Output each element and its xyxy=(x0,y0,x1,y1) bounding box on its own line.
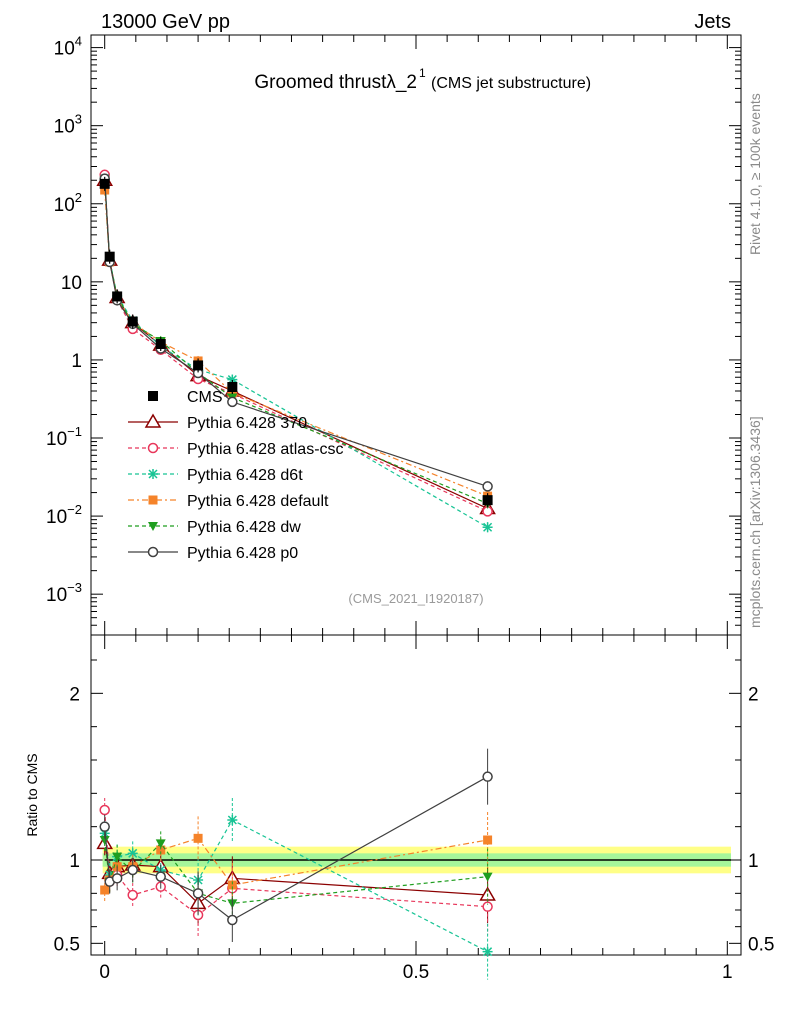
y-tick-label-main: 103 xyxy=(54,112,82,138)
cms-point xyxy=(193,360,204,371)
x-tick-label: 0 xyxy=(99,962,110,983)
series-3-point-ratio xyxy=(193,833,203,843)
legend-marker-5 xyxy=(147,546,159,558)
energy-label: 13000 GeV pp xyxy=(101,11,230,33)
cms-point xyxy=(482,495,493,506)
cms-point xyxy=(227,382,238,393)
rivet-label: Rivet 4.1.0, ≥ 100k events xyxy=(747,93,763,255)
ratio-series xyxy=(96,748,496,980)
x-tick-label: 1 xyxy=(722,962,733,983)
series-4-point-ratio xyxy=(155,839,166,849)
asterisk-stroke xyxy=(483,947,493,957)
y-tick-label-main: 10−1 xyxy=(46,424,82,450)
series-5-line-main xyxy=(104,178,488,487)
mcplots-label: mcplots.cern.ch [arXiv:1306.3436] xyxy=(747,416,763,628)
series-5-point-ratio xyxy=(127,864,138,876)
y-tick-label-ratio-left: 0.5 xyxy=(54,934,80,955)
ratio-axes: 0 0.5 1 0.5 0.5 1 1 2 2 xyxy=(54,635,774,983)
series-4-point-ratio xyxy=(482,872,493,882)
y-tick-label-exponent: −2 xyxy=(67,502,82,517)
series-2-line-ratio xyxy=(104,819,488,953)
series-5-point-ratio xyxy=(99,821,110,832)
legend-label-2: Pythia 6.428 d6t xyxy=(187,467,303,484)
series-4-point-ratio xyxy=(99,836,110,845)
series-5-point-main xyxy=(482,481,493,492)
series-1-point-ratio xyxy=(482,901,493,912)
y-tick-label-ratio-left: 1 xyxy=(69,851,80,872)
asterisk-stroke xyxy=(148,469,158,479)
series-5-point-main xyxy=(227,396,238,408)
asterisk-stroke xyxy=(227,815,237,825)
series-3-point-ratio xyxy=(156,845,166,855)
legend-marker-3 xyxy=(148,495,158,505)
y-tick-label-main: 1 xyxy=(71,351,82,372)
cms-point xyxy=(127,316,138,327)
series-2-point-main xyxy=(482,522,493,533)
legend-label-3: Pythia 6.428 default xyxy=(187,493,329,510)
legend: CMS Pythia 6.428 370 Pythia 6.428 atlas-cs… xyxy=(128,389,344,562)
y-tick-label-exponent: 3 xyxy=(75,112,82,127)
y-tick-label-base: 10 xyxy=(46,429,67,450)
series-5-point-ratio xyxy=(482,771,493,782)
y-tick-label-base: 10 xyxy=(54,195,75,216)
legend-marker-4 xyxy=(148,522,158,531)
y-tick-label-base: 10 xyxy=(46,585,67,606)
series-2-point-ratio xyxy=(227,815,238,825)
cms-point xyxy=(99,178,110,189)
ratio-uncertainty-band xyxy=(102,846,731,874)
y-tick-label-ratio-left: 2 xyxy=(69,684,80,705)
series-5-point-ratio xyxy=(192,888,204,899)
legend-marker-1 xyxy=(147,442,159,454)
series-4-point-ratio xyxy=(112,852,123,862)
y-tick-label-main: 10−2 xyxy=(46,502,82,528)
asterisk-stroke xyxy=(483,522,493,532)
chart-subtitle: (CMS jet substructure) xyxy=(431,75,591,92)
main-series xyxy=(96,169,496,533)
y-tick-label-main: 104 xyxy=(54,34,82,60)
asterisk-stroke xyxy=(128,848,138,858)
y-tick-label-main: 10 xyxy=(61,273,82,294)
series-5-point-ratio xyxy=(227,914,238,926)
legend-label-cms: CMS xyxy=(187,389,223,406)
series-1-point-ratio xyxy=(127,889,138,901)
legend-marker-cms xyxy=(148,391,158,401)
y-tick-label-base: 10 xyxy=(46,507,67,528)
legend-label-5: Pythia 6.428 p0 xyxy=(187,545,298,562)
category-label: Jets xyxy=(694,11,731,33)
legend-label-1: Pythia 6.428 atlas-csc xyxy=(187,441,344,458)
y-tick-label-base: 10 xyxy=(54,39,75,60)
legend-marker-2 xyxy=(148,469,158,479)
y-tick-label-ratio-right: 0.5 xyxy=(748,934,774,955)
series-5-point-ratio xyxy=(111,873,123,884)
series-3-line-ratio xyxy=(104,837,488,891)
cms-point xyxy=(112,291,123,302)
y-tick-label-exponent: 2 xyxy=(75,190,82,205)
y-tick-label-exponent: 4 xyxy=(75,34,82,49)
y-tick-label-main: 10−3 xyxy=(46,580,82,606)
legend-label-0: Pythia 6.428 370 xyxy=(187,415,307,432)
series-5-point-ratio xyxy=(155,871,166,882)
chart-title: Groomed thrustλ_2 xyxy=(254,72,417,93)
y-tick-label-ratio-right: 2 xyxy=(748,684,759,705)
series-3-point-ratio xyxy=(227,880,237,890)
ratio-ylabel: Ratio to CMS xyxy=(24,753,40,836)
cms-point xyxy=(155,338,166,349)
y-tick-label-ratio-right: 1 xyxy=(748,851,759,872)
series-2-point-ratio xyxy=(482,946,493,957)
series-1-point-ratio xyxy=(99,804,110,816)
y-tick-label-exponent: −1 xyxy=(67,424,82,439)
analysis-label: (CMS_2021_I1920187) xyxy=(348,591,483,606)
y-tick-label-main: 102 xyxy=(54,190,82,216)
x-tick-label: 0.5 xyxy=(403,962,429,983)
series-3-point-ratio xyxy=(100,885,110,895)
y-tick-label-exponent: −3 xyxy=(67,580,82,595)
y-tick-label-base: 10 xyxy=(54,117,75,138)
series-3-point-ratio xyxy=(483,835,493,845)
cms-point xyxy=(104,251,115,262)
legend-marker-0 xyxy=(144,413,162,428)
legend-label-4: Pythia 6.428 dw xyxy=(187,519,301,536)
chart-title-sup: 1 xyxy=(419,66,426,80)
